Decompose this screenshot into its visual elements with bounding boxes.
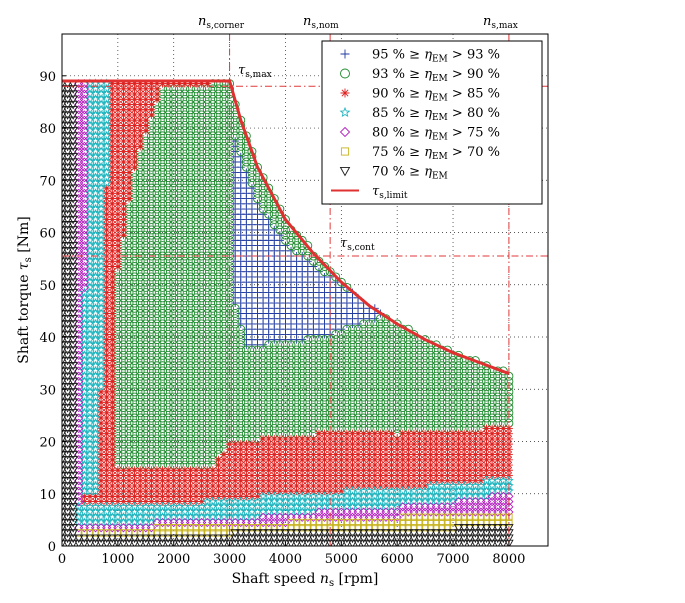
efficiency-map-chart: 0100020003000400050006000700080000102030… xyxy=(0,0,685,599)
